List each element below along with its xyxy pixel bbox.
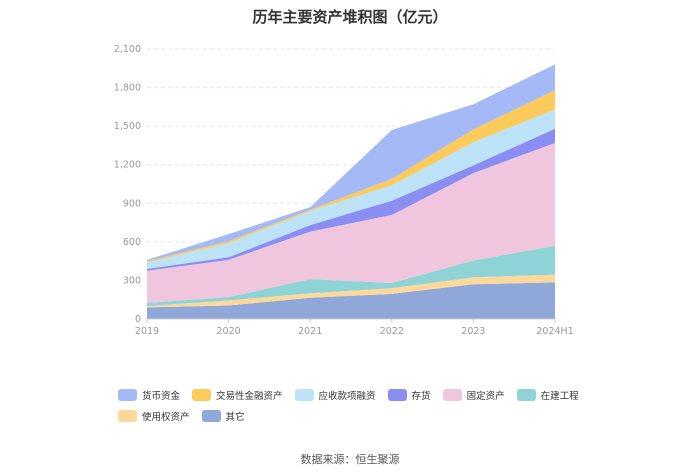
legend-item[interactable]: 货币资金: [118, 388, 180, 402]
y-tick-label: 2,100: [114, 44, 141, 55]
legend-swatch: [516, 389, 536, 401]
legend-swatch: [118, 410, 137, 422]
legend-label: 交易性金融资产: [216, 391, 283, 402]
area-series-1: [147, 274, 555, 308]
x-tick-label: 2022: [380, 326, 404, 337]
chart-title: 历年主要资产堆积图（亿元）: [252, 8, 448, 26]
legend-item[interactable]: 使用权资产: [118, 409, 190, 423]
x-tick-label: 2021: [298, 326, 322, 337]
y-tick-label: 0: [135, 314, 141, 325]
legend-item[interactable]: 在建工程: [516, 388, 579, 402]
y-tick-label: 600: [123, 237, 141, 248]
y-tick-label: 1,200: [114, 160, 141, 171]
area-series-5: [147, 109, 555, 269]
legend-swatch: [387, 389, 407, 401]
legend-item[interactable]: 交易性金融资产: [192, 388, 283, 402]
legend-label: 使用权资产: [142, 412, 190, 423]
legend-label: 应收款项融资: [318, 391, 376, 402]
area-series-2: [147, 245, 555, 307]
area-series-7: [147, 64, 555, 262]
y-tick-label: 1,800: [114, 83, 141, 94]
legend-swatch: [294, 389, 314, 401]
x-tick-label: 2023: [461, 326, 485, 337]
y-tick-label: 900: [123, 198, 141, 209]
legend-label: 存货: [411, 391, 431, 402]
legend-label: 固定资产: [466, 391, 505, 402]
legend-swatch: [442, 389, 462, 401]
legend-item[interactable]: 应收款项融资: [294, 388, 376, 402]
legend-item[interactable]: 固定资产: [442, 388, 505, 402]
legend-item[interactable]: 其它: [201, 409, 245, 423]
data-source: 数据来源：恒生聚源: [300, 453, 400, 466]
x-tick-label: 2019: [135, 326, 159, 337]
legend-swatch: [192, 389, 212, 401]
y-tick-label: 300: [123, 275, 141, 286]
chart-legend: 货币资金 交易性金融资产 应收款项融资 存货 固定资产 在建工程使用权资产 其它: [118, 388, 598, 423]
area-series-3: [147, 142, 555, 303]
legend-label: 在建工程: [540, 391, 579, 402]
legend-label: 货币资金: [142, 391, 181, 402]
legend-swatch: [118, 389, 137, 401]
legend-swatch: [201, 410, 221, 422]
legend-item[interactable]: 存货: [387, 388, 431, 402]
x-tick-label: 2020: [217, 326, 241, 337]
x-tick-label: 2024H1: [536, 326, 573, 337]
legend-label: 其它: [225, 412, 245, 423]
area-series-0: [147, 282, 555, 319]
y-tick-label: 1,500: [114, 121, 141, 132]
